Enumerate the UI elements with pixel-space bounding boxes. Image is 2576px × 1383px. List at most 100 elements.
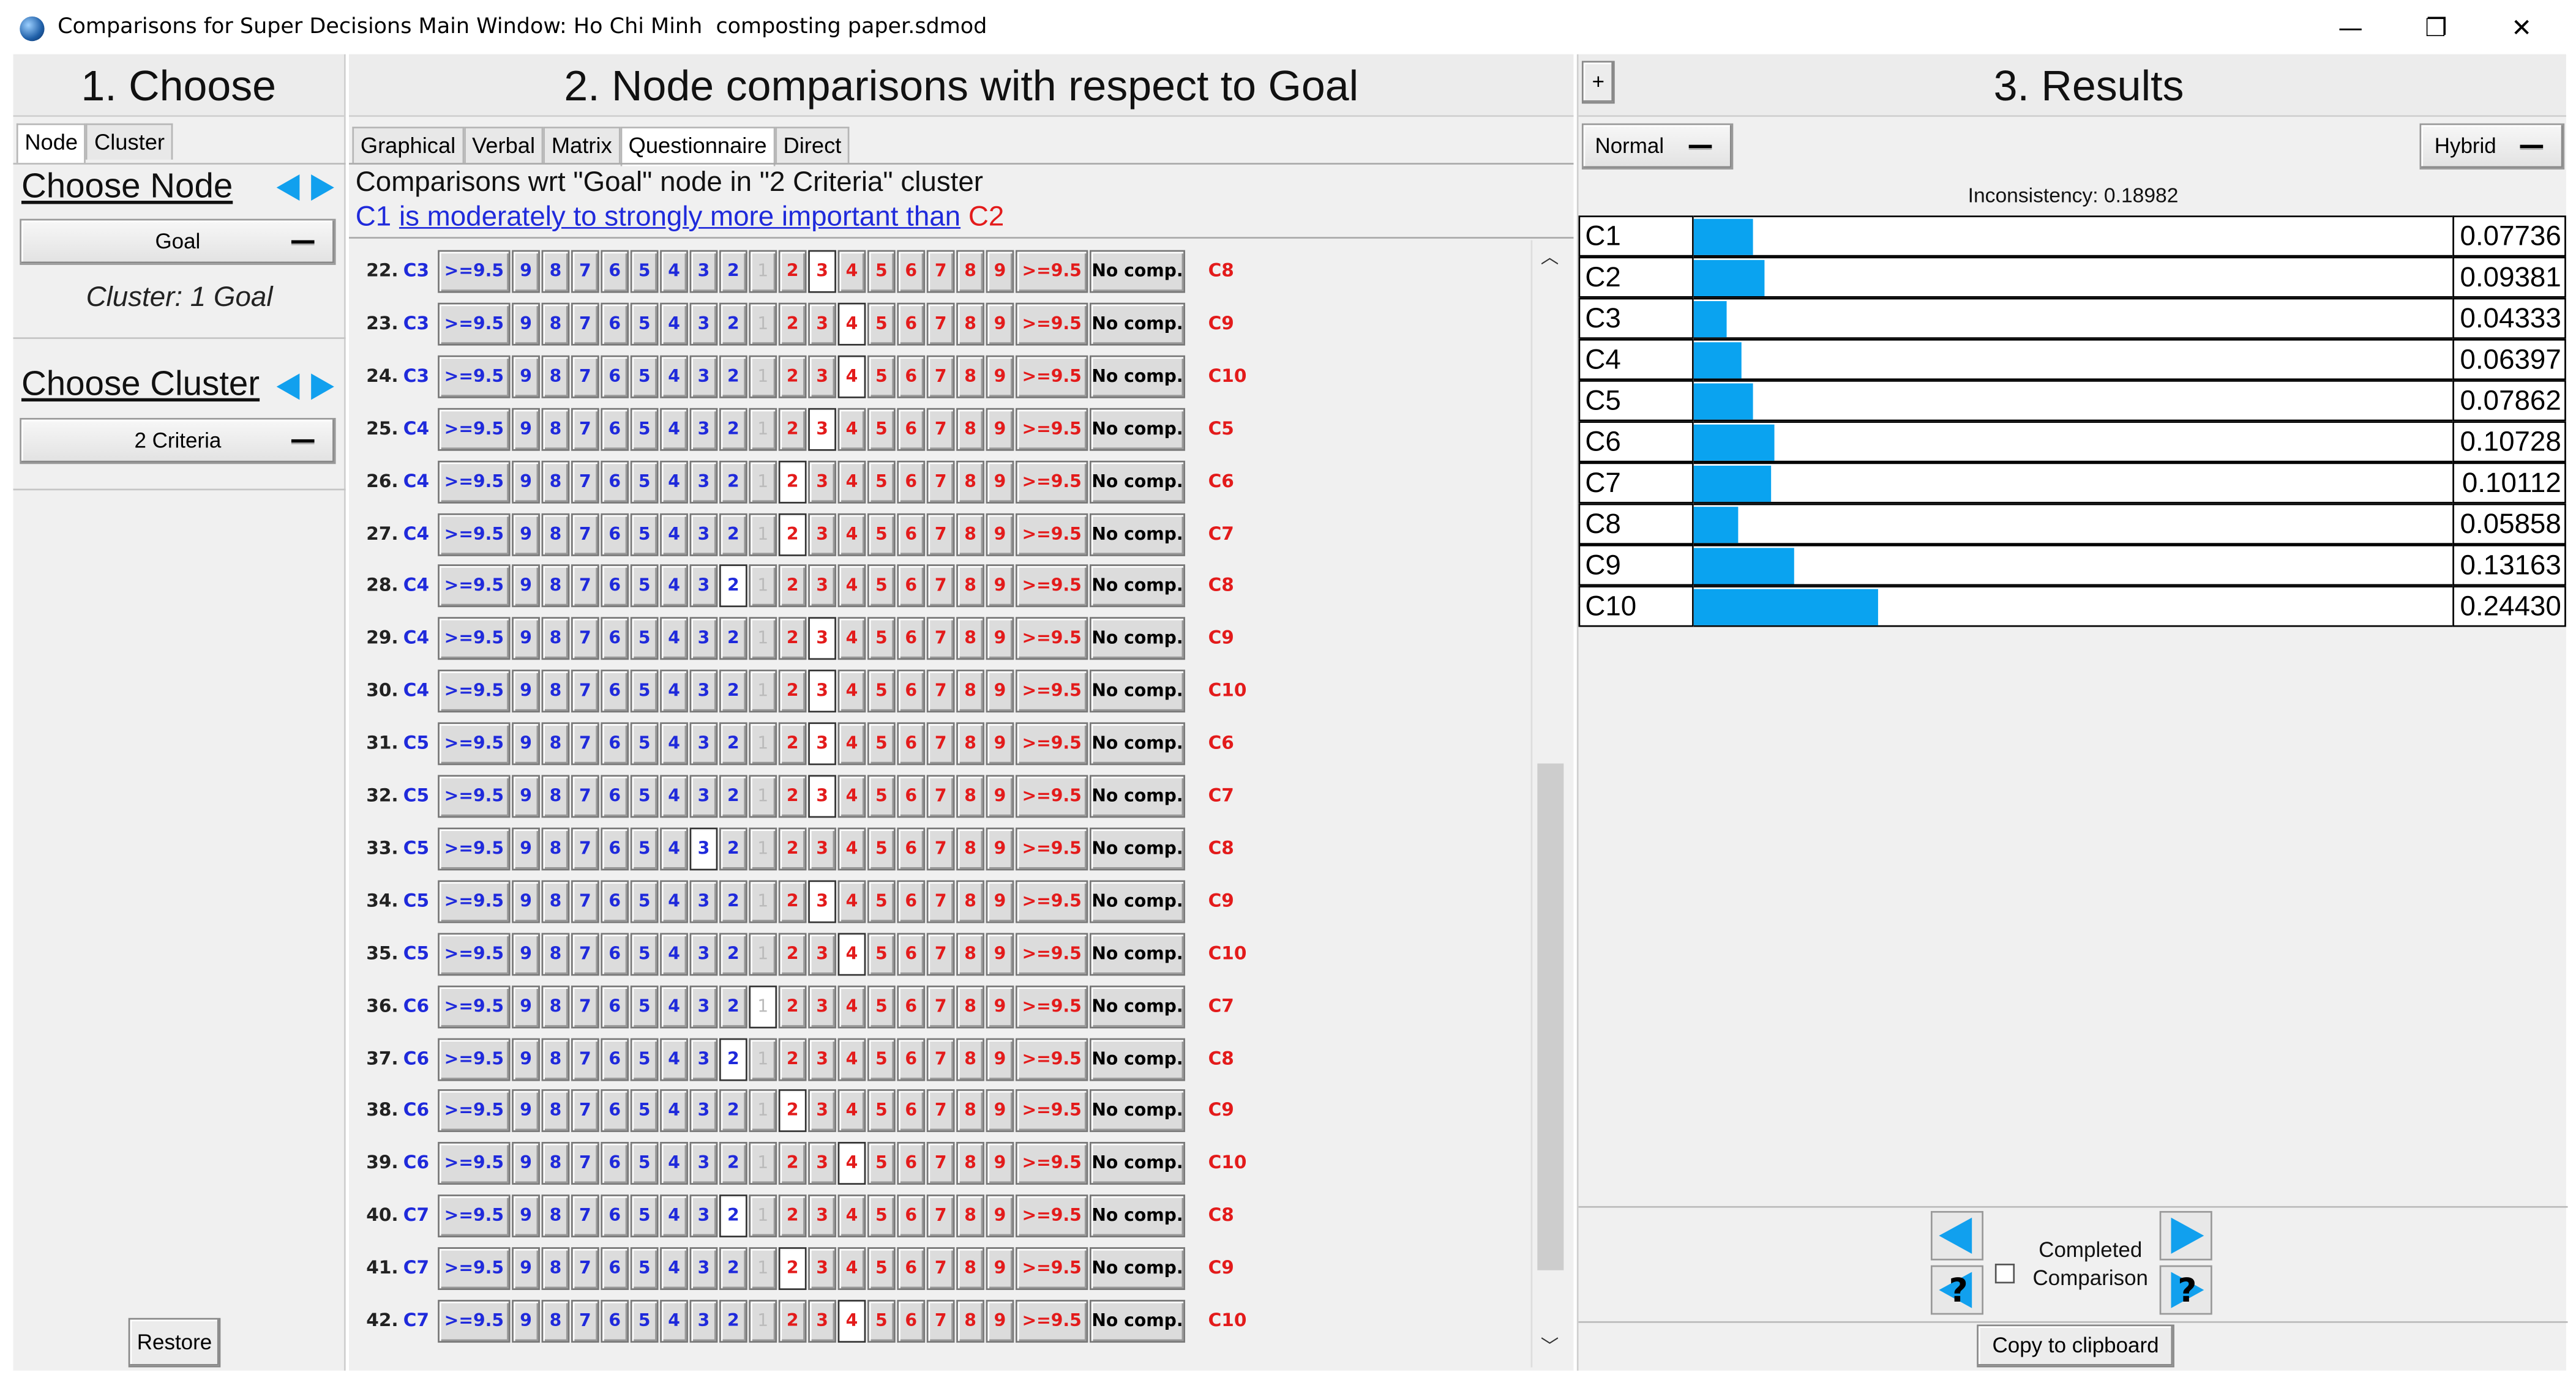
intensity-button[interactable]: >=9.5 (1015, 302, 1088, 346)
intensity-button[interactable]: 9 (512, 1037, 540, 1081)
intensity-button[interactable]: >=9.5 (438, 985, 511, 1028)
intensity-button[interactable]: 3 (689, 1195, 718, 1238)
intensity-button[interactable]: 2 (719, 1300, 747, 1343)
intensity-button[interactable]: 8 (956, 250, 984, 293)
intensity-button[interactable]: 5 (630, 722, 659, 766)
no-comparison-button[interactable]: No comp. (1089, 932, 1185, 975)
intensity-button[interactable]: 4 (660, 879, 688, 923)
intensity-button[interactable]: 5 (630, 1037, 659, 1081)
intensity-button[interactable]: 2 (778, 355, 807, 398)
no-comparison-button[interactable]: No comp. (1089, 355, 1185, 398)
intensity-button[interactable]: 1 (749, 460, 777, 503)
intensity-button[interactable]: 9 (512, 1247, 540, 1291)
intensity-button[interactable]: 2 (778, 1090, 807, 1133)
vertical-scrollbar[interactable]: ︿ ﹀ (1530, 240, 1567, 1368)
intensity-button[interactable]: 4 (660, 460, 688, 503)
intensity-button[interactable]: 1 (749, 1142, 777, 1185)
intensity-button[interactable]: 1 (749, 879, 777, 923)
intensity-button[interactable]: 3 (808, 879, 836, 923)
intensity-button[interactable]: 1 (749, 355, 777, 398)
intensity-button[interactable]: 5 (630, 512, 659, 556)
intensity-button[interactable]: 3 (808, 407, 836, 450)
intensity-button[interactable]: 7 (926, 460, 955, 503)
intensity-button[interactable]: 3 (808, 1090, 836, 1133)
intensity-button[interactable]: >=9.5 (438, 250, 511, 293)
intensity-button[interactable]: 5 (630, 1247, 659, 1291)
intensity-button[interactable]: 2 (778, 879, 807, 923)
intensity-button[interactable]: 8 (541, 1142, 570, 1185)
intensity-button[interactable]: >=9.5 (1015, 1142, 1088, 1185)
intensity-button[interactable]: 2 (778, 1247, 807, 1291)
intensity-button[interactable]: >=9.5 (438, 512, 511, 556)
intensity-button[interactable]: 9 (986, 250, 1014, 293)
no-comparison-button[interactable]: No comp. (1089, 407, 1185, 450)
intensity-button[interactable]: 3 (808, 827, 836, 871)
intensity-button[interactable]: 6 (897, 1195, 926, 1238)
intensity-button[interactable]: 6 (601, 1195, 629, 1238)
intensity-button[interactable]: 4 (660, 1037, 688, 1081)
intensity-button[interactable]: 9 (986, 302, 1014, 346)
intensity-button[interactable]: 8 (541, 302, 570, 346)
intensity-button[interactable]: 2 (719, 722, 747, 766)
intensity-button[interactable]: 4 (837, 1037, 866, 1081)
intensity-button[interactable]: 6 (897, 879, 926, 923)
intensity-button[interactable]: 3 (689, 617, 718, 661)
intensity-button[interactable]: 7 (571, 879, 599, 923)
intensity-button[interactable]: 5 (630, 460, 659, 503)
intensity-button[interactable]: 8 (541, 512, 570, 556)
intensity-button[interactable]: 8 (541, 722, 570, 766)
intensity-button[interactable]: 6 (601, 1090, 629, 1133)
intensity-button[interactable]: 5 (867, 1247, 896, 1291)
intensity-button[interactable]: 9 (986, 512, 1014, 556)
intensity-button[interactable]: 6 (897, 355, 926, 398)
intensity-button[interactable]: 2 (719, 617, 747, 661)
intensity-button[interactable]: 9 (986, 722, 1014, 766)
intensity-button[interactable]: 3 (689, 1300, 718, 1343)
intensity-button[interactable]: 3 (689, 512, 718, 556)
intensity-button[interactable]: 7 (571, 932, 599, 975)
intensity-button[interactable]: 1 (749, 1247, 777, 1291)
intensity-button[interactable]: 5 (630, 355, 659, 398)
no-comparison-button[interactable]: No comp. (1089, 250, 1185, 293)
intensity-button[interactable]: 2 (778, 775, 807, 818)
intensity-button[interactable]: 6 (601, 512, 629, 556)
intensity-button[interactable]: 6 (897, 250, 926, 293)
intensity-button[interactable]: 8 (541, 565, 570, 608)
no-comparison-button[interactable]: No comp. (1089, 1195, 1185, 1238)
intensity-button[interactable]: 7 (571, 1037, 599, 1081)
intensity-button[interactable]: 7 (571, 1090, 599, 1133)
intensity-button[interactable]: 2 (778, 722, 807, 766)
intensity-button[interactable]: >=9.5 (1015, 669, 1088, 713)
intensity-button[interactable]: 9 (512, 985, 540, 1028)
intensity-button[interactable]: >=9.5 (438, 1195, 511, 1238)
intensity-button[interactable]: 4 (660, 302, 688, 346)
intensity-button[interactable]: 5 (867, 775, 896, 818)
intensity-button[interactable]: >=9.5 (438, 1090, 511, 1133)
intensity-button[interactable]: 6 (601, 985, 629, 1028)
intensity-button[interactable]: 9 (986, 1247, 1014, 1291)
intensity-button[interactable]: 1 (749, 827, 777, 871)
intensity-button[interactable]: 5 (867, 617, 896, 661)
intensity-button[interactable]: 7 (926, 1037, 955, 1081)
intensity-button[interactable]: 8 (541, 355, 570, 398)
no-comparison-button[interactable]: No comp. (1089, 617, 1185, 661)
intensity-button[interactable]: 4 (837, 827, 866, 871)
intensity-button[interactable]: 6 (601, 879, 629, 923)
intensity-button[interactable]: 3 (689, 879, 718, 923)
intensity-button[interactable]: 1 (749, 722, 777, 766)
intensity-button[interactable]: 8 (541, 1300, 570, 1343)
intensity-button[interactable]: 8 (541, 985, 570, 1028)
intensity-button[interactable]: 9 (986, 1090, 1014, 1133)
intensity-button[interactable]: 9 (986, 879, 1014, 923)
copy-to-clipboard-button[interactable]: Copy to clipboard (1977, 1324, 2174, 1368)
intensity-button[interactable]: 3 (689, 302, 718, 346)
intensity-button[interactable]: 3 (689, 827, 718, 871)
intensity-button[interactable]: 6 (897, 302, 926, 346)
intensity-button[interactable]: 7 (926, 827, 955, 871)
intensity-button[interactable]: 2 (778, 1195, 807, 1238)
intensity-button[interactable]: 1 (749, 512, 777, 556)
intensity-button[interactable]: 7 (926, 565, 955, 608)
intensity-button[interactable]: 7 (926, 512, 955, 556)
tab-questionnaire[interactable]: Questionnaire (620, 127, 776, 166)
prev-comparison-button[interactable] (1930, 1210, 1984, 1261)
